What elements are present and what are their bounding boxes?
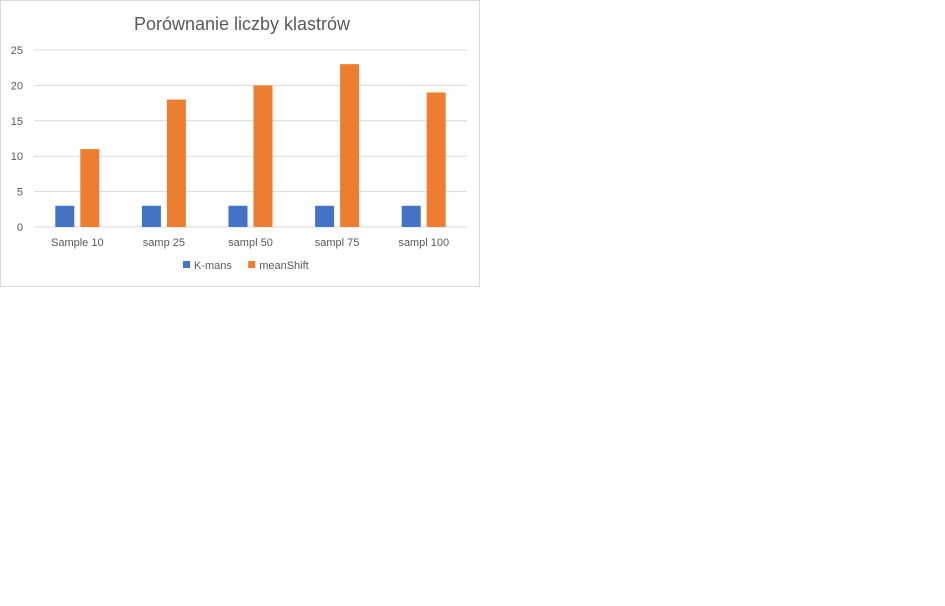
- x-tick-label: samp 25: [143, 237, 185, 249]
- bar-meanshift: [80, 149, 100, 227]
- legend-swatch: [248, 261, 256, 268]
- gridlines: [34, 49, 467, 228]
- bar-meanshift: [166, 99, 186, 227]
- y-axis: 0 5 10 15 20 25: [11, 45, 23, 234]
- y-tick-label: 5: [17, 187, 23, 199]
- legend: K-mans meanShift: [183, 260, 309, 272]
- bar-meanshift: [253, 85, 273, 228]
- bar-k-mans: [315, 205, 335, 227]
- bars: [55, 64, 446, 228]
- bar-meanshift: [340, 64, 360, 227]
- x-tick-label: sampl 50: [228, 237, 273, 249]
- x-tick-label: sampl 100: [398, 237, 449, 249]
- legend-label: K-mans: [194, 260, 232, 272]
- bar-k-mans: [401, 205, 421, 227]
- y-tick-label: 15: [11, 116, 23, 128]
- legend-swatch: [183, 261, 190, 268]
- chart-title: Porównanie liczby klastrów: [134, 14, 351, 34]
- y-tick-label: 25: [11, 45, 23, 57]
- bar-k-mans: [55, 205, 75, 227]
- y-tick-label: 10: [11, 151, 23, 163]
- x-tick-label: sampl 75: [315, 237, 360, 249]
- bar-k-mans: [141, 205, 161, 227]
- bar-chart: Porównanie liczby klastrów 0 5 10 15 20 25 Sa…: [11, 14, 467, 272]
- chart-container: Porównanie liczby klastrów 0 5 10 15 20 25 Sa…: [0, 0, 480, 287]
- x-tick-label: Sample 10: [51, 237, 104, 249]
- y-tick-label: 0: [17, 222, 23, 234]
- bar-meanshift: [426, 92, 446, 227]
- x-axis: Sample 10 samp 25 sampl 50 sampl 75 sampl 10…: [51, 237, 449, 249]
- bar-k-mans: [228, 205, 248, 227]
- legend-label: meanShift: [259, 260, 309, 272]
- y-tick-label: 20: [11, 80, 23, 92]
